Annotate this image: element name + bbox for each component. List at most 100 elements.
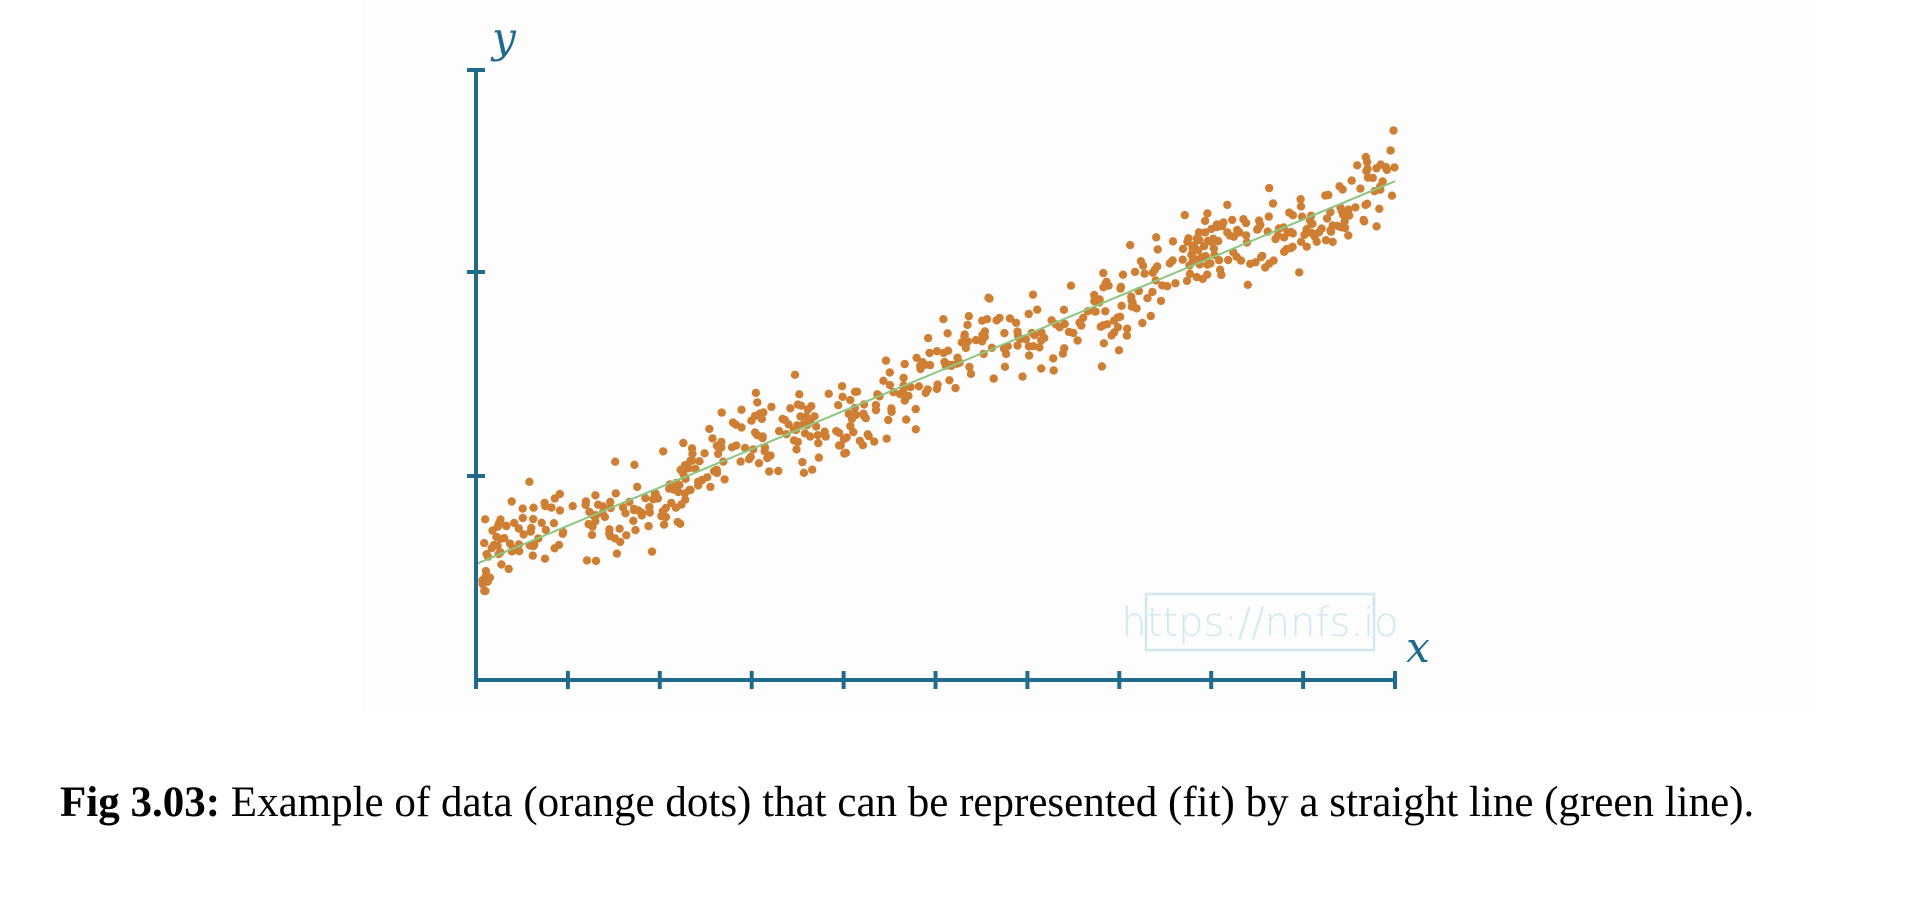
data-point xyxy=(1190,254,1200,264)
data-point xyxy=(598,502,608,511)
data-point xyxy=(631,525,640,535)
data-point xyxy=(1040,333,1049,343)
data-point xyxy=(1362,157,1372,167)
data-point xyxy=(1282,244,1292,254)
data-point xyxy=(540,498,549,508)
data-point xyxy=(1058,349,1068,358)
data-point xyxy=(1328,237,1337,247)
data-point xyxy=(630,460,639,469)
data-point xyxy=(1099,268,1108,278)
data-point xyxy=(820,427,829,436)
data-point xyxy=(1228,215,1237,225)
data-point xyxy=(505,539,515,548)
data-points xyxy=(478,126,1399,596)
caption-text: Example of data (orange dots) that can b… xyxy=(220,779,1755,826)
data-point xyxy=(537,518,546,527)
data-point xyxy=(1060,319,1069,329)
data-point xyxy=(803,405,813,414)
data-point xyxy=(481,586,490,596)
data-point xyxy=(1283,228,1293,237)
data-point xyxy=(1099,339,1109,348)
data-point xyxy=(481,566,491,576)
data-point xyxy=(824,389,833,398)
data-point xyxy=(1148,268,1158,277)
data-point xyxy=(1241,218,1251,228)
data-point xyxy=(1300,230,1309,239)
data-point xyxy=(838,392,847,401)
data-point xyxy=(1028,290,1038,299)
data-point xyxy=(1225,231,1235,240)
data-point xyxy=(687,444,697,453)
data-point xyxy=(1103,320,1112,329)
data-point xyxy=(645,502,654,512)
data-point xyxy=(1345,211,1354,220)
data-point xyxy=(1295,268,1304,277)
data-point xyxy=(1158,281,1167,290)
data-point xyxy=(753,398,762,407)
data-point xyxy=(797,401,806,410)
data-point xyxy=(694,477,703,486)
data-point xyxy=(870,437,879,446)
data-point xyxy=(945,376,954,385)
data-point xyxy=(1296,237,1306,246)
data-point xyxy=(798,457,807,467)
data-point xyxy=(916,364,925,374)
data-point xyxy=(799,468,809,477)
data-point xyxy=(732,441,741,450)
data-point xyxy=(1096,322,1106,331)
data-point xyxy=(673,517,682,527)
data-point xyxy=(1375,204,1384,213)
data-point xyxy=(500,534,509,543)
figure-caption: Fig 3.03: Example of data (orange dots) … xyxy=(60,770,1880,836)
data-point xyxy=(871,405,881,415)
data-point xyxy=(1073,336,1082,345)
data-point xyxy=(747,416,756,425)
data-point xyxy=(653,494,663,503)
data-point xyxy=(765,467,774,476)
data-point xyxy=(978,316,987,325)
data-point xyxy=(514,524,523,533)
data-point xyxy=(1136,257,1146,266)
data-point xyxy=(961,343,971,353)
data-point xyxy=(1171,279,1180,288)
data-point xyxy=(492,532,501,542)
data-point xyxy=(814,453,824,462)
data-point xyxy=(1203,209,1212,218)
data-point xyxy=(688,456,697,465)
data-point xyxy=(1066,281,1076,290)
data-point xyxy=(582,556,592,565)
data-point xyxy=(1025,351,1034,360)
data-point xyxy=(882,434,891,443)
data-point xyxy=(963,320,972,330)
data-point xyxy=(1165,259,1175,268)
data-point xyxy=(1000,362,1010,371)
data-point xyxy=(480,538,489,548)
data-point xyxy=(720,475,729,484)
data-point xyxy=(965,362,974,372)
data-point xyxy=(612,549,622,558)
data-point xyxy=(899,373,908,383)
scatter-chart: y x https://nnfs.io xyxy=(467,13,1430,689)
data-point xyxy=(507,497,516,506)
data-point xyxy=(885,368,894,377)
data-point xyxy=(519,530,528,539)
data-point xyxy=(1113,313,1122,322)
data-point xyxy=(708,434,717,443)
data-point xyxy=(1241,231,1251,240)
data-point xyxy=(518,513,527,523)
data-point xyxy=(1075,318,1084,327)
data-point xyxy=(527,523,536,533)
data-point xyxy=(1302,242,1311,251)
data-point xyxy=(1153,245,1162,254)
data-point xyxy=(1018,372,1027,381)
data-point xyxy=(904,391,913,400)
x-axis-label: x xyxy=(1406,623,1430,672)
data-point xyxy=(863,430,872,439)
data-point xyxy=(529,503,538,512)
data-point xyxy=(1363,164,1372,173)
data-point xyxy=(1128,298,1137,307)
data-point xyxy=(1288,211,1298,220)
data-point xyxy=(480,575,490,585)
data-point xyxy=(737,423,746,432)
data-point xyxy=(1000,328,1009,338)
